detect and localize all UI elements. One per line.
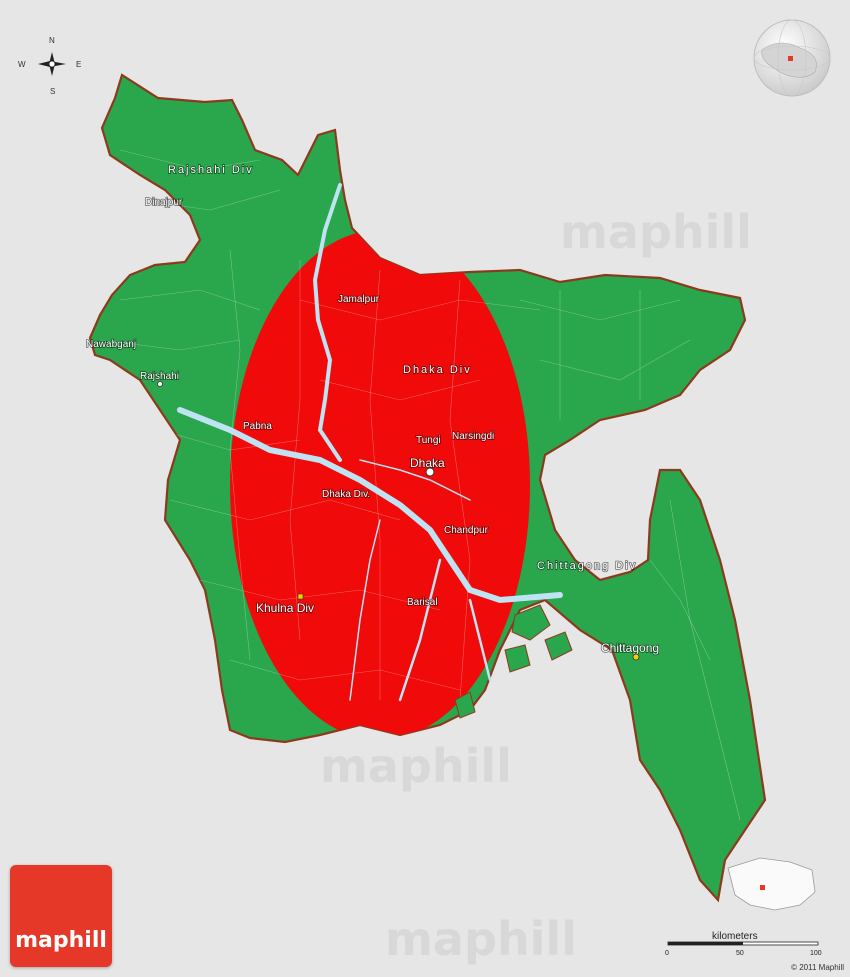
- scale-tick: 50: [736, 950, 744, 957]
- city-label: Rajshahi: [140, 371, 179, 382]
- compass-north: N: [49, 36, 55, 45]
- city-label: Barisal: [407, 597, 438, 608]
- compass-rose: N S E W: [18, 36, 81, 96]
- compass-south: S: [50, 87, 55, 96]
- city-marker[interactable]: [632, 653, 640, 661]
- city-label: Chittagong: [601, 641, 659, 655]
- rivers: [177, 183, 563, 702]
- capital-label: Dhaka: [410, 456, 445, 470]
- division-label: Dhaka Div: [403, 364, 472, 376]
- scale-bar: [667, 941, 819, 946]
- city-label: Narsingdi: [452, 431, 494, 442]
- city-label: Chandpur: [444, 525, 489, 536]
- locator-asia[interactable]: [727, 857, 816, 911]
- watermark: maphill: [560, 205, 752, 259]
- city-label: Khulna Div: [256, 601, 314, 615]
- city-label: Jamalpur: [338, 294, 380, 305]
- city-label: Dinajpur: [145, 197, 183, 208]
- capital-marker[interactable]: [425, 467, 435, 477]
- scale-tick: 0: [665, 950, 669, 957]
- watermark: maphill: [385, 912, 577, 966]
- delta-islands: [454, 604, 573, 719]
- scale-tick: 100: [810, 950, 822, 957]
- compass-west: W: [18, 60, 26, 69]
- logo-text: maphill: [15, 928, 107, 953]
- division-label: Rajshahi Div: [168, 164, 254, 176]
- city-label: Nawabganj: [86, 339, 136, 350]
- city-marker[interactable]: [297, 593, 304, 600]
- city-label: Tungi: [416, 435, 441, 446]
- maphill-logo[interactable]: maphill: [10, 865, 112, 967]
- watermark: maphill: [320, 739, 512, 793]
- city-marker[interactable]: [157, 381, 163, 387]
- division-label: Chittagong Div: [537, 560, 637, 572]
- copyright: © 2011 Maphill: [791, 963, 844, 972]
- locator-globe[interactable]: [753, 19, 831, 97]
- city-label: Dhaka Div.: [322, 489, 370, 500]
- compass-east: E: [76, 60, 81, 69]
- city-label: Pabna: [243, 421, 272, 432]
- scale-unit: kilometers: [712, 931, 758, 942]
- flag-red-disc: [230, 230, 530, 740]
